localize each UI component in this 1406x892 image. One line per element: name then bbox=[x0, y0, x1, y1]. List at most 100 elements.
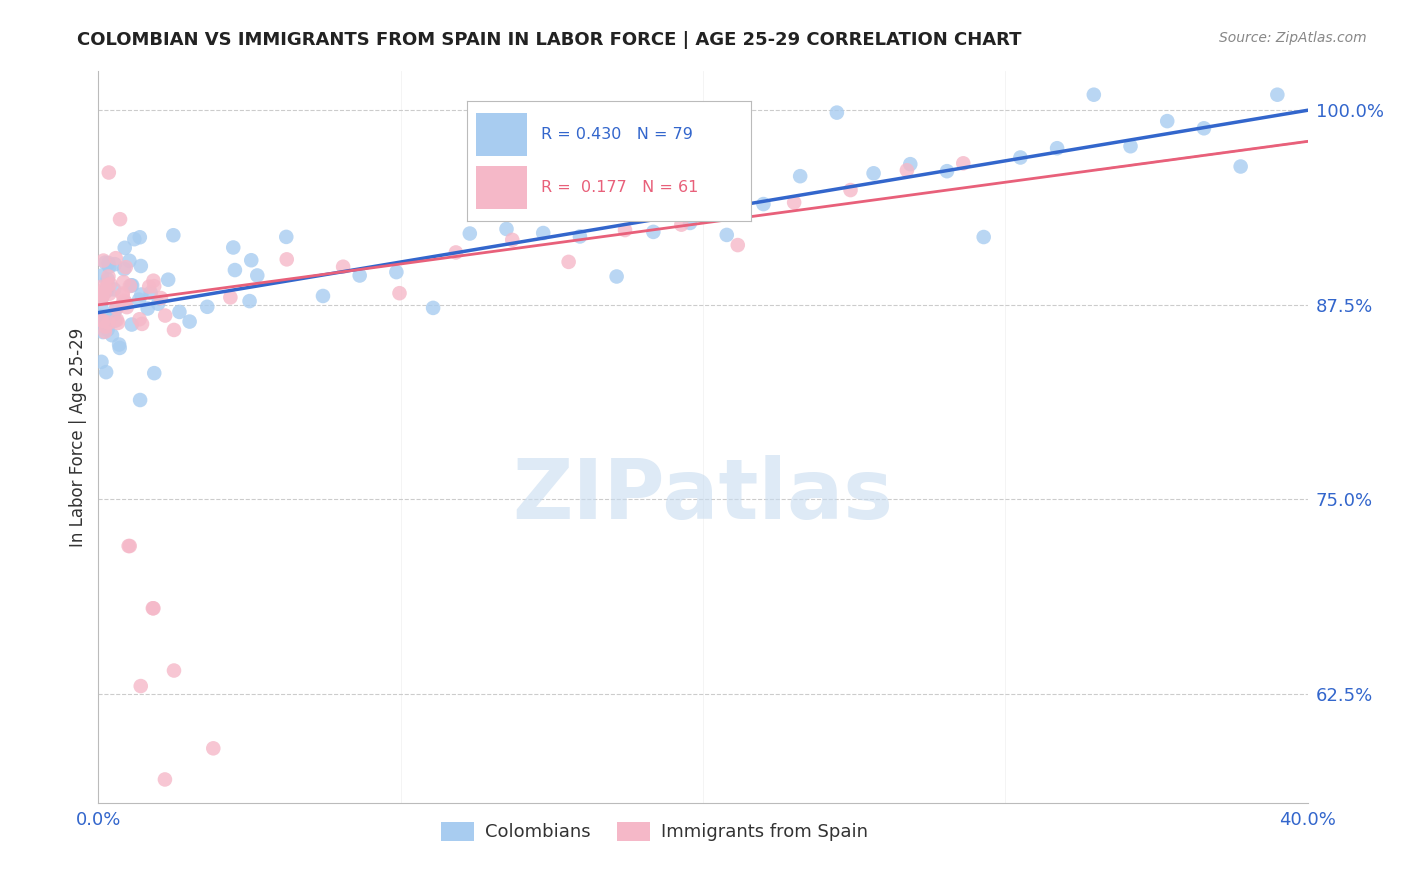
Point bbox=[1010, 151, 1032, 165]
Point bbox=[94, 319, 117, 334]
Point bbox=[97, 269, 120, 284]
Point bbox=[458, 227, 481, 241]
Legend: Colombians, Immigrants from Spain: Colombians, Immigrants from Spain bbox=[434, 814, 875, 848]
Point bbox=[90, 268, 112, 283]
Point bbox=[97, 316, 120, 330]
Point bbox=[422, 301, 444, 315]
Point bbox=[90, 301, 112, 316]
Point bbox=[752, 197, 775, 211]
Point bbox=[108, 212, 131, 227]
Point bbox=[149, 291, 172, 305]
Point bbox=[90, 289, 112, 303]
Point bbox=[105, 313, 128, 327]
Point bbox=[495, 222, 517, 236]
Point bbox=[97, 278, 120, 293]
Point bbox=[128, 312, 150, 326]
Point bbox=[143, 279, 166, 293]
Point bbox=[246, 268, 269, 283]
Point bbox=[118, 539, 141, 553]
Point bbox=[1267, 87, 1289, 102]
Point bbox=[224, 263, 246, 277]
Point bbox=[91, 314, 114, 328]
Point bbox=[716, 227, 738, 242]
Point bbox=[163, 664, 186, 678]
Point bbox=[388, 286, 411, 301]
Point bbox=[120, 278, 142, 293]
Point bbox=[112, 275, 135, 289]
Point bbox=[783, 195, 806, 210]
Point bbox=[179, 315, 201, 329]
Point bbox=[222, 240, 245, 254]
Point bbox=[153, 772, 176, 787]
Point bbox=[124, 232, 146, 246]
Point bbox=[118, 539, 141, 553]
Point bbox=[107, 316, 129, 330]
Point bbox=[825, 105, 848, 120]
Point bbox=[91, 290, 114, 304]
Point bbox=[153, 309, 176, 323]
Point bbox=[444, 245, 467, 260]
Point bbox=[128, 230, 150, 244]
Point bbox=[94, 255, 117, 269]
Point bbox=[679, 216, 702, 230]
Point bbox=[97, 165, 120, 179]
Point bbox=[108, 341, 131, 355]
Point bbox=[121, 318, 143, 332]
Point bbox=[111, 296, 134, 310]
Point bbox=[94, 283, 117, 297]
Text: ZIPatlas: ZIPatlas bbox=[513, 455, 893, 536]
Point bbox=[385, 265, 408, 279]
Point bbox=[96, 284, 118, 298]
Point bbox=[105, 301, 128, 315]
Point bbox=[98, 286, 121, 301]
Point bbox=[332, 260, 354, 274]
Point bbox=[90, 280, 112, 294]
Point bbox=[240, 253, 263, 268]
Text: COLOMBIAN VS IMMIGRANTS FROM SPAIN IN LABOR FORCE | AGE 25-29 CORRELATION CHART: COLOMBIAN VS IMMIGRANTS FROM SPAIN IN LA… bbox=[77, 31, 1022, 49]
Point bbox=[98, 277, 121, 291]
Point bbox=[129, 679, 152, 693]
Point bbox=[195, 300, 218, 314]
Point bbox=[1083, 87, 1105, 102]
Point bbox=[93, 315, 115, 329]
Point bbox=[896, 163, 918, 178]
Point bbox=[1192, 121, 1215, 136]
Point bbox=[98, 260, 121, 274]
Point bbox=[1229, 160, 1251, 174]
Point bbox=[90, 292, 112, 306]
Point bbox=[131, 287, 153, 301]
Point bbox=[952, 156, 974, 170]
Point bbox=[557, 255, 579, 269]
Point bbox=[139, 285, 162, 300]
Point bbox=[97, 272, 120, 286]
Point bbox=[91, 325, 114, 339]
Point bbox=[136, 301, 159, 316]
Point bbox=[162, 228, 184, 243]
Point bbox=[108, 337, 131, 351]
Point bbox=[118, 279, 141, 293]
Point bbox=[111, 286, 134, 301]
Point bbox=[501, 233, 523, 247]
Point bbox=[936, 164, 959, 178]
Point bbox=[128, 293, 150, 307]
Point bbox=[101, 328, 124, 343]
Point bbox=[606, 269, 628, 284]
Point bbox=[349, 268, 371, 283]
Point bbox=[96, 311, 118, 326]
Point bbox=[568, 229, 591, 244]
Point bbox=[115, 296, 138, 310]
Point bbox=[97, 256, 120, 270]
Point bbox=[138, 279, 160, 293]
Point bbox=[239, 294, 262, 309]
Point bbox=[276, 252, 298, 267]
Point bbox=[93, 253, 115, 268]
Point bbox=[104, 251, 127, 265]
Point bbox=[114, 260, 136, 275]
Point bbox=[129, 392, 152, 407]
Point bbox=[103, 307, 125, 321]
Text: Source: ZipAtlas.com: Source: ZipAtlas.com bbox=[1219, 31, 1367, 45]
Point bbox=[94, 325, 117, 339]
Point bbox=[129, 259, 152, 273]
Point bbox=[671, 218, 693, 232]
Point bbox=[90, 309, 112, 323]
